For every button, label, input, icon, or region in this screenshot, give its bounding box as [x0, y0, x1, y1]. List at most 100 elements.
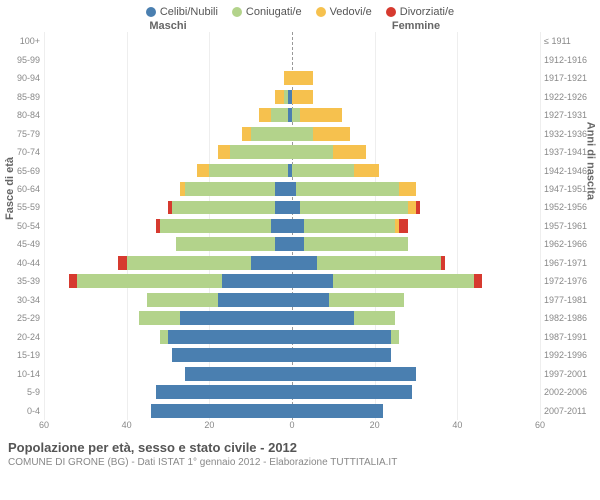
y-tick-left: 45-49 [0, 235, 44, 253]
male-half [44, 32, 292, 50]
y-axis-right: ≤ 19111912-19161917-19211922-19261927-19… [540, 32, 600, 420]
female-half [292, 328, 540, 346]
y-tick-left: 80-84 [0, 106, 44, 124]
female-half [292, 124, 540, 142]
legend-label: Coniugati/e [246, 6, 302, 18]
bar-segment [292, 145, 333, 159]
y-tick-left: 75-79 [0, 124, 44, 142]
y-tick-right: 1957-1961 [540, 217, 600, 235]
y-tick-left: 5-9 [0, 383, 44, 401]
y-tick-left: 30-34 [0, 291, 44, 309]
bar-segment [416, 201, 420, 215]
male-half [44, 272, 292, 290]
male-half [44, 161, 292, 179]
bar-segment [176, 237, 275, 251]
female-half [292, 235, 540, 253]
y-tick-left: 20-24 [0, 328, 44, 346]
header-female: Femmine [292, 20, 540, 32]
male-half [44, 254, 292, 272]
bar-segment [296, 182, 399, 196]
bar-segment [230, 145, 292, 159]
bar-segment [160, 330, 168, 344]
bar-segment [292, 385, 412, 399]
y-tick-left: 35-39 [0, 272, 44, 290]
bar-segment [292, 348, 391, 362]
male-half [44, 401, 292, 419]
female-half [292, 254, 540, 272]
bar-segment [209, 164, 288, 178]
bar-segment [69, 274, 77, 288]
female-half [292, 198, 540, 216]
bar-segment [292, 164, 354, 178]
pyramid-row [44, 291, 540, 309]
legend-swatch [316, 7, 326, 17]
x-tick: 20 [370, 420, 380, 430]
female-half [292, 32, 540, 50]
bar-segment [292, 237, 304, 251]
chart-title: Popolazione per età, sesso e stato civil… [8, 440, 592, 455]
female-half [292, 383, 540, 401]
bar-segment [292, 256, 317, 270]
pyramid-row [44, 106, 540, 124]
y-tick-left: 90-94 [0, 69, 44, 87]
y-tick-left: 0-4 [0, 401, 44, 419]
plot [44, 32, 540, 420]
legend-item: Coniugati/e [232, 6, 302, 18]
pyramid-row [44, 198, 540, 216]
female-half [292, 143, 540, 161]
bar-segment [151, 404, 292, 418]
y-tick-left: 25-29 [0, 309, 44, 327]
bar-segment [259, 108, 271, 122]
bar-segment [284, 71, 292, 85]
male-half [44, 198, 292, 216]
bar-segment [185, 182, 276, 196]
y-tick-left: 85-89 [0, 87, 44, 105]
bar-segment [292, 219, 304, 233]
bar-segment [275, 182, 292, 196]
column-headers: Maschi Femmine [0, 20, 600, 32]
bar-segment [292, 127, 313, 141]
y-tick-left: 10-14 [0, 364, 44, 382]
female-half [292, 161, 540, 179]
female-half [292, 69, 540, 87]
male-half [44, 50, 292, 68]
pyramid-row [44, 235, 540, 253]
bar-segment [292, 330, 391, 344]
bar-segment [172, 201, 275, 215]
male-half [44, 217, 292, 235]
bar-segment [292, 201, 300, 215]
y-tick-right: 1922-1926 [540, 87, 600, 105]
pyramid-row [44, 383, 540, 401]
legend-swatch [232, 7, 242, 17]
pyramid-row [44, 180, 540, 198]
x-tick: 0 [289, 420, 294, 430]
pyramid-row [44, 143, 540, 161]
pyramid-row [44, 364, 540, 382]
bar-segment [172, 348, 292, 362]
pyramid-row [44, 328, 540, 346]
male-half [44, 180, 292, 198]
y-tick-left: 95-99 [0, 50, 44, 68]
y-tick-right: 1962-1966 [540, 235, 600, 253]
y-tick-right: 2002-2006 [540, 383, 600, 401]
bar-segment [292, 108, 300, 122]
pyramid-row [44, 161, 540, 179]
y-tick-left: 15-19 [0, 346, 44, 364]
bar-segment [271, 219, 292, 233]
bar-segment [292, 90, 313, 104]
bar-segment [77, 274, 222, 288]
bar-segment [391, 330, 399, 344]
pyramid-row [44, 272, 540, 290]
bar-segment [292, 71, 313, 85]
x-tick: 20 [204, 420, 214, 430]
y-tick-right: 1997-2001 [540, 364, 600, 382]
legend-item: Celibi/Nubili [146, 6, 218, 18]
bar-segment [304, 237, 407, 251]
bar-segment [354, 311, 395, 325]
y-tick-right: 1982-1986 [540, 309, 600, 327]
bar-segment [185, 367, 292, 381]
bar-segment [408, 201, 416, 215]
bar-segment [168, 330, 292, 344]
bar-segment [333, 274, 474, 288]
male-half [44, 69, 292, 87]
